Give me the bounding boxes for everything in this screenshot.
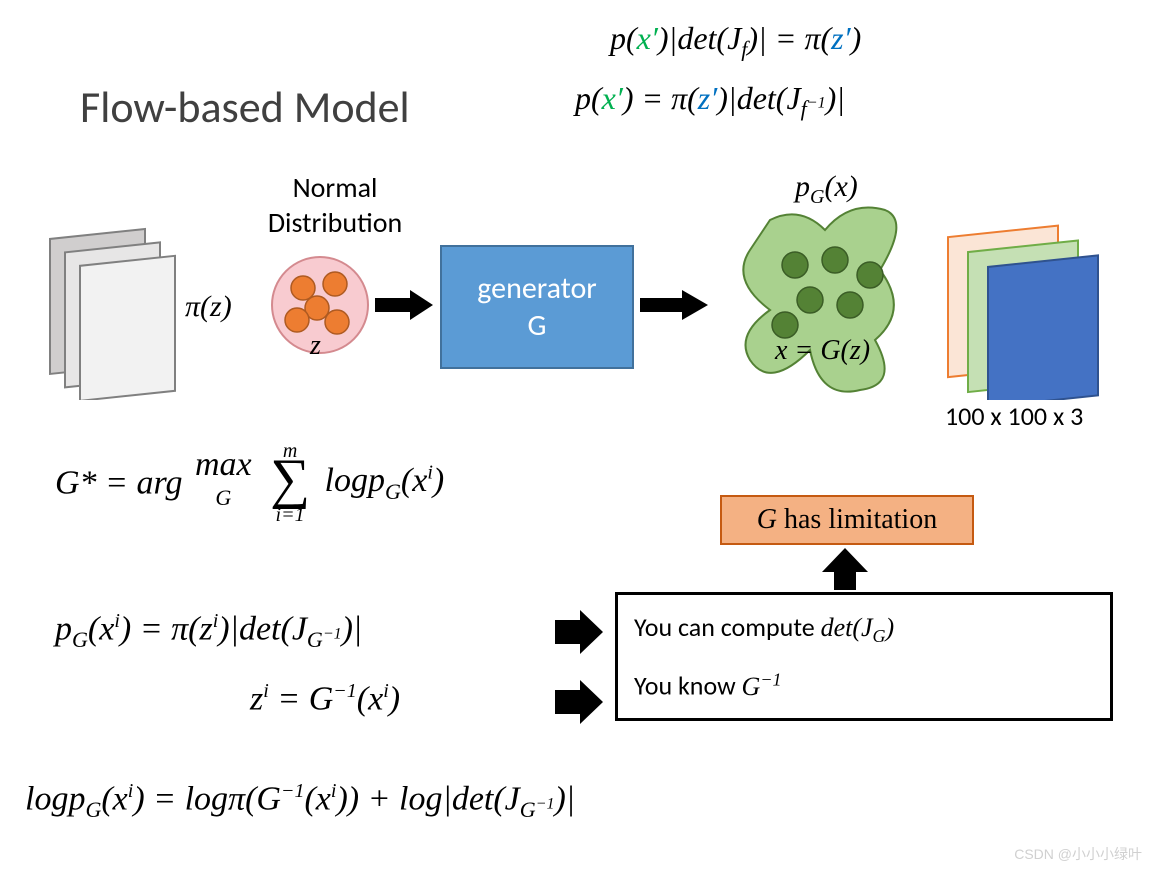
- generator-box: generatorG: [440, 245, 634, 369]
- x-eq-gz-label: x = G(z): [775, 335, 870, 367]
- eq-top-2: p(x′) = π(z′)|det(Jf−1)|: [575, 80, 845, 122]
- watermark: CSDN @小小小绿叶: [1014, 844, 1142, 864]
- limitation-box: G has limitation: [720, 495, 974, 545]
- up-arrow-icon: [822, 548, 868, 592]
- eq-gstar: G* = arg max G m ∑ i=1 logpG(xi): [55, 440, 444, 527]
- pi-z-label: π(z): [185, 290, 232, 324]
- normal-dist-label: NormalDistribution: [245, 170, 425, 240]
- output-planes-icon: [940, 210, 1120, 400]
- block-arrow-1-icon: [555, 610, 605, 654]
- z-label: z: [310, 330, 321, 362]
- eq-log-bottom: logpG(xi) = logπ(G−1(xi)) + log|det(JG−1…: [25, 780, 575, 823]
- arrow-1-icon: [375, 288, 435, 322]
- x-distribution-blob-icon: [710, 190, 930, 420]
- dims-label: 100 x 100 x 3: [945, 400, 1083, 432]
- eq-pg-xi: pG(xi) = π(zi)|det(JG−1)|: [55, 610, 362, 653]
- info-row-1: You can compute det(JG): [634, 611, 1094, 647]
- input-planes-icon: [40, 210, 180, 400]
- eq-zi: zi = G−1(xi): [250, 680, 400, 718]
- info-box: You can compute det(JG) You know G−1: [615, 592, 1113, 721]
- slide-title: Flow-based Model: [80, 80, 410, 134]
- info-row-2: You know G−1: [634, 669, 1094, 702]
- arrow-2-icon: [640, 288, 710, 322]
- block-arrow-2-icon: [555, 680, 605, 724]
- eq-top-1: p(x′)|det(Jf)| = π(z′): [610, 20, 861, 62]
